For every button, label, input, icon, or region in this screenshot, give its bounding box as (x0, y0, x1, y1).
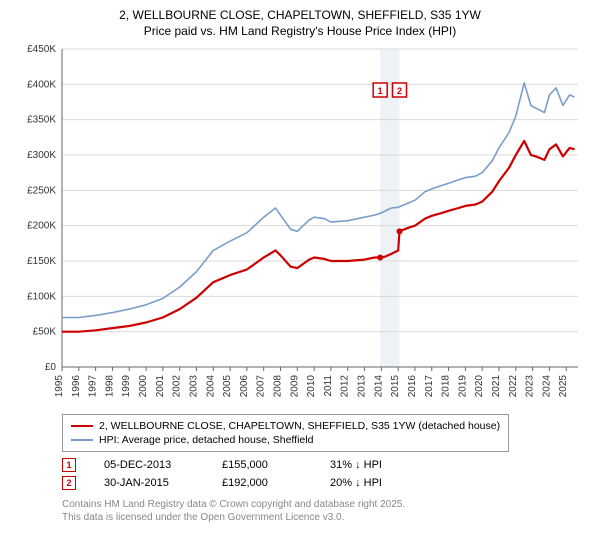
y-tick-label: £300K (27, 150, 56, 161)
x-tick-label: 2023 (525, 375, 536, 398)
y-tick-label: £0 (45, 362, 57, 373)
x-tick-label: 2014 (373, 375, 384, 398)
sales-table: 1 05-DEC-2013 £155,000 31% ↓ HPI 2 30-JAN-201… (62, 456, 586, 492)
legend-label: 2, WELLBOURNE CLOSE, CHAPELTOWN, SHEFFIE… (99, 420, 500, 432)
series-line (62, 141, 575, 332)
x-tick-label: 2013 (357, 375, 368, 398)
sale-date: 30-JAN-2015 (104, 477, 194, 489)
sale-diff: 31% ↓ HPI (330, 459, 420, 471)
sale-row: 1 05-DEC-2013 £155,000 31% ↓ HPI (62, 456, 586, 474)
legend-swatch (71, 439, 93, 441)
y-tick-label: £150K (27, 256, 56, 267)
y-tick-label: £400K (27, 80, 56, 91)
x-tick-label: 2003 (188, 375, 199, 398)
x-tick-label: 1996 (71, 375, 82, 398)
x-tick-label: 1998 (104, 375, 115, 398)
x-tick-label: 2005 (222, 375, 233, 398)
x-tick-label: 2024 (541, 375, 552, 398)
x-tick-label: 2004 (205, 375, 216, 398)
y-tick-label: £350K (27, 115, 56, 126)
x-tick-label: 2010 (306, 375, 317, 398)
line-chart: £0 £50K £100K £150K £200K £250K £300K £350K £400… (14, 43, 586, 403)
sale-marker: 1 (62, 458, 76, 472)
x-tick-label: 2001 (155, 375, 166, 398)
x-tick-label: 2002 (172, 375, 183, 398)
legend-row: 2, WELLBOURNE CLOSE, CHAPELTOWN, SHEFFIE… (71, 419, 500, 433)
sale-point (397, 229, 403, 235)
x-tick-label: 2022 (508, 375, 519, 398)
x-tick-label: 2006 (239, 375, 250, 398)
sale-price: £192,000 (222, 477, 302, 489)
sale-marker: 2 (62, 476, 76, 490)
x-tick-label: 1999 (121, 375, 132, 398)
legend: 2, WELLBOURNE CLOSE, CHAPELTOWN, SHEFFIE… (62, 414, 509, 452)
x-tick-label: 2000 (138, 375, 149, 398)
sale-point (377, 255, 383, 261)
series-line (62, 83, 575, 318)
legend-swatch (71, 425, 93, 427)
x-tick-label: 2025 (558, 375, 569, 398)
sale-diff: 20% ↓ HPI (330, 477, 420, 489)
footer-line-2: This data is licensed under the Open Gov… (62, 511, 586, 524)
x-tick-label: 1997 (88, 375, 99, 398)
title-line-1: 2, WELLBOURNE CLOSE, CHAPELTOWN, SHEFFIE… (14, 8, 586, 24)
x-tick-label: 2020 (474, 375, 485, 398)
legend-row: HPI: Average price, detached house, Shef… (71, 433, 500, 447)
x-tick-label: 2008 (273, 375, 284, 398)
x-tick-label: 2016 (407, 375, 418, 398)
x-tick-label: 2011 (323, 375, 334, 397)
x-tick-label: 2007 (256, 375, 267, 398)
x-tick-label: 1995 (54, 375, 65, 398)
y-tick-label: £100K (27, 292, 56, 303)
chart-area: £0 £50K £100K £150K £200K £250K £300K £350K £400… (14, 43, 586, 408)
y-tick-label: £250K (27, 186, 56, 197)
sale-row: 2 30-JAN-2015 £192,000 20% ↓ HPI (62, 474, 586, 492)
x-tick-label: 2019 (457, 375, 468, 398)
footer-attribution: Contains HM Land Registry data © Crown c… (62, 498, 586, 524)
y-tick-label: £200K (27, 221, 56, 232)
x-tick-label: 2009 (289, 375, 300, 398)
chart-title: 2, WELLBOURNE CLOSE, CHAPELTOWN, SHEFFIE… (14, 8, 586, 39)
x-tick-label: 2015 (390, 375, 401, 398)
y-tick-label: £50K (33, 327, 57, 338)
x-tick-label: 2018 (441, 375, 452, 398)
x-tick-label: 2017 (424, 375, 435, 398)
marker-label: 1 (378, 86, 383, 96)
x-tick-label: 2021 (491, 375, 502, 398)
x-tick-label: 2012 (340, 375, 351, 398)
footer-line-1: Contains HM Land Registry data © Crown c… (62, 498, 586, 511)
sale-date: 05-DEC-2013 (104, 459, 194, 471)
title-line-2: Price paid vs. HM Land Registry's House … (14, 24, 586, 40)
sale-price: £155,000 (222, 459, 302, 471)
y-tick-label: £450K (27, 44, 56, 55)
legend-label: HPI: Average price, detached house, Shef… (99, 434, 313, 446)
marker-label: 2 (397, 86, 402, 96)
